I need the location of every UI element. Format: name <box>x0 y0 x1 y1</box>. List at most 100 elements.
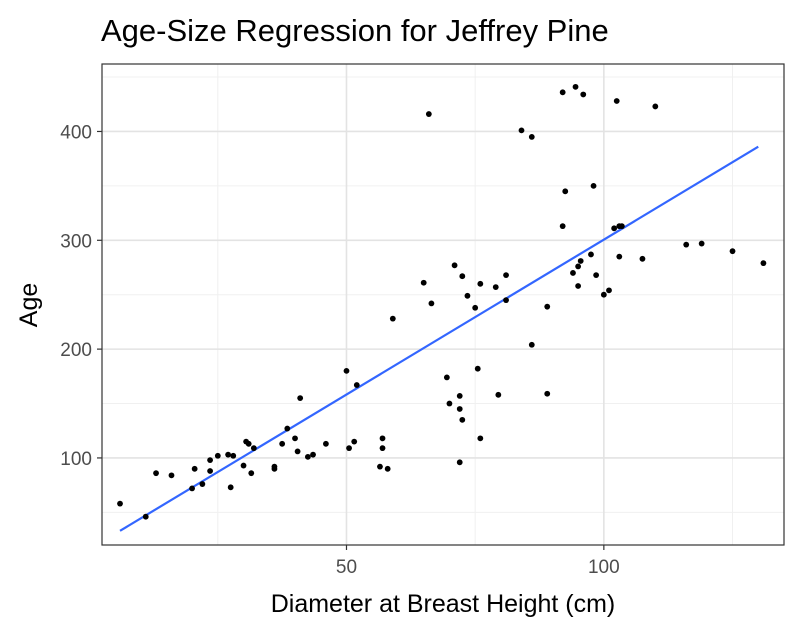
data-point <box>760 260 767 267</box>
data-point <box>292 435 298 442</box>
data-point <box>562 188 569 195</box>
data-point <box>492 284 499 290</box>
data-point <box>230 452 237 459</box>
data-point <box>503 297 509 304</box>
data-point <box>389 315 396 322</box>
data-point <box>459 273 466 280</box>
data-point <box>593 272 600 279</box>
data-point <box>580 91 587 98</box>
data-point <box>153 470 159 477</box>
y-tick-label: 200 <box>60 340 92 361</box>
y-tick-label: 100 <box>60 449 92 470</box>
data-point <box>117 500 123 507</box>
data-point <box>456 406 463 412</box>
data-point <box>570 270 576 276</box>
data-point <box>559 89 566 96</box>
regression-line <box>119 145 759 532</box>
data-point <box>528 134 535 140</box>
data-point <box>294 448 301 455</box>
data-point <box>353 382 360 388</box>
data-point <box>459 416 466 423</box>
data-point <box>606 287 612 294</box>
data-point <box>240 462 247 469</box>
data-point <box>503 272 509 279</box>
data-point <box>199 481 206 487</box>
x-tick-label: 50 <box>336 557 357 578</box>
data-point <box>207 457 213 464</box>
x-axis-ticks: 50 100 <box>336 545 620 578</box>
data-point <box>698 240 705 247</box>
data-point <box>472 304 479 311</box>
data-point <box>528 341 535 348</box>
data-point <box>474 365 481 372</box>
data-point <box>683 241 690 248</box>
minor-gridlines <box>102 64 784 545</box>
data-point <box>297 395 304 401</box>
data-point <box>544 390 551 397</box>
data-point <box>559 223 566 230</box>
y-tick-label: 400 <box>60 122 92 143</box>
data-point <box>214 452 221 459</box>
data-point <box>284 425 291 432</box>
data-point <box>572 83 579 90</box>
y-axis-ticks: 100 200 300 400 <box>60 122 102 470</box>
data-point <box>428 300 435 307</box>
data-point <box>588 251 594 258</box>
data-point <box>379 445 386 452</box>
data-point <box>250 445 257 452</box>
data-point <box>227 484 234 491</box>
data-point <box>191 465 198 472</box>
data-point <box>420 279 427 286</box>
data-point <box>456 459 463 466</box>
data-point <box>346 445 352 452</box>
data-point <box>577 258 584 264</box>
major-gridlines <box>102 64 784 545</box>
data-point <box>142 513 149 520</box>
data-point <box>464 292 471 299</box>
data-point <box>443 374 450 381</box>
y-tick-label: 300 <box>60 231 92 252</box>
data-point <box>495 391 502 398</box>
data-point <box>384 465 391 472</box>
data-point <box>304 453 311 460</box>
data-point <box>456 393 463 399</box>
points-layer <box>117 83 767 520</box>
data-point <box>575 283 582 289</box>
data-point <box>477 435 484 442</box>
regression-layer <box>119 145 759 532</box>
data-point <box>379 435 386 442</box>
data-point <box>225 451 232 458</box>
x-tick-label: 100 <box>588 557 620 578</box>
data-point <box>639 255 646 262</box>
data-point <box>351 438 358 445</box>
data-point <box>425 111 432 117</box>
data-point <box>377 463 383 470</box>
x-axis-title: Diameter at Breast Height (cm) <box>271 590 616 618</box>
data-point <box>613 98 620 104</box>
plot-panel-border <box>101 63 785 546</box>
data-point <box>310 451 316 458</box>
data-point <box>446 400 453 407</box>
data-point <box>611 225 618 232</box>
data-point <box>575 263 582 270</box>
y-axis-title: Age <box>15 283 43 327</box>
data-point <box>618 223 625 230</box>
data-point <box>451 262 458 269</box>
data-point <box>207 468 213 474</box>
chart-title: Age-Size Regression for Jeffrey Pine <box>101 13 609 48</box>
data-point <box>544 303 551 310</box>
data-point <box>729 248 736 255</box>
data-point <box>477 280 484 287</box>
data-point <box>279 440 286 447</box>
data-point <box>323 440 329 447</box>
data-point <box>271 465 278 472</box>
data-point <box>343 367 350 374</box>
data-point <box>590 182 597 189</box>
data-point <box>616 253 623 260</box>
data-point <box>518 127 525 134</box>
data-point <box>168 472 175 479</box>
data-point <box>600 291 607 298</box>
data-point <box>248 470 255 477</box>
data-point <box>245 440 252 447</box>
